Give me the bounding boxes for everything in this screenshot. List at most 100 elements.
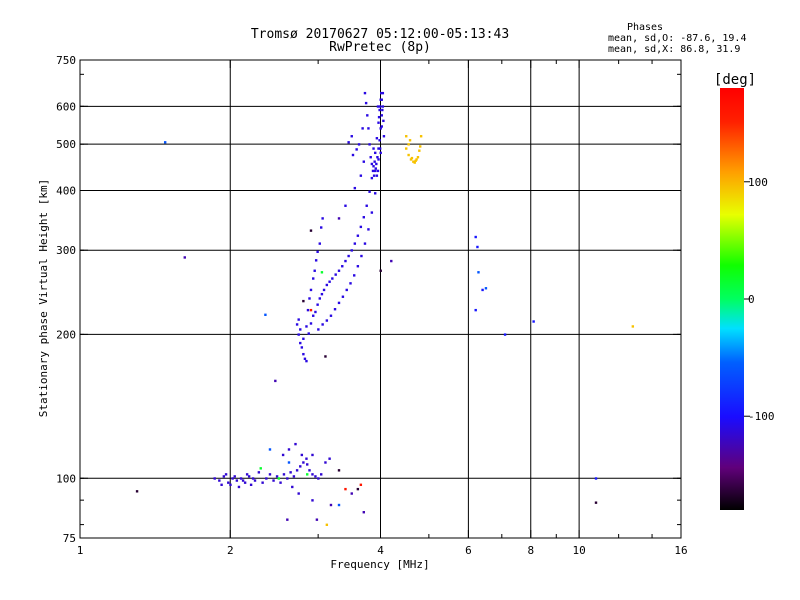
data-point [281,453,285,457]
x-axis-label: Frequency [MHz] [330,558,429,571]
data-point [363,242,367,245]
data-point [311,453,314,457]
data-point [484,287,488,290]
data-point [381,108,384,112]
data-point [316,303,319,306]
data-point [349,282,352,285]
data-point [362,511,366,514]
series-e-layer-trace [213,442,331,502]
data-point [135,490,139,493]
data-point [311,499,314,502]
data-point [261,481,264,484]
data-point [235,479,239,482]
data-point [359,225,363,229]
data-point [325,319,329,322]
data-point [249,483,253,487]
data-point [334,273,337,276]
y-tick-label: 500 [56,138,76,151]
data-point [318,242,321,245]
data-point [405,147,408,150]
data-point [375,137,379,140]
series-f-layer-trace [295,91,386,363]
data-point [360,254,363,258]
chart-subtitle: RwPretec (8p) [329,40,431,55]
data-point [377,158,380,161]
data-point [253,479,257,482]
data-point [594,477,598,480]
data-point [416,156,420,159]
data-point [381,91,385,95]
data-point [363,91,367,95]
y-tick-label: 300 [56,244,76,257]
data-point [361,127,364,130]
series-green-phase-echoes [259,271,324,480]
data-point [297,318,300,321]
data-point [289,471,292,474]
data-point [220,483,223,487]
x-tick-label: 10 [572,544,585,557]
x-tick-label: 4 [377,544,384,557]
data-point [308,297,311,300]
data-point [241,479,245,482]
data-point [370,162,374,166]
data-point [375,162,378,166]
phase-stats-x: mean, sd,X: 86.8, 31.9 [608,44,741,55]
y-axis-label: Stationary phase Virtual Height [km] [37,179,50,417]
data-point [300,453,304,457]
data-point [320,473,323,476]
data-point [243,481,247,484]
data-point [318,297,321,300]
data-point [474,235,477,239]
data-point [287,448,291,451]
data-point [247,475,251,478]
colorbar-label: [deg] [714,72,756,88]
data-point [419,135,423,138]
data-point [415,158,418,161]
colorbar-tick-label: 0 [748,293,755,306]
data-point [317,328,320,331]
data-point [381,105,385,108]
data-point [300,346,304,349]
data-point [231,477,234,480]
data-point [344,204,347,207]
data-point [341,295,345,298]
data-point [237,485,241,489]
data-point [291,485,294,489]
x-tick-label: 6 [465,544,472,557]
data-point [357,143,361,146]
data-point [279,481,282,484]
phase-stats-o: mean, sd,O: -87.6, 19.4 [608,33,747,44]
data-point [302,352,305,356]
data-point [370,211,374,214]
data-point [309,288,313,292]
data-point [229,483,232,487]
data-point [378,108,381,112]
data-point [368,190,371,193]
data-point [412,160,415,163]
data-point [359,483,363,487]
data-point [305,359,308,363]
data-point [297,492,300,495]
data-point [329,314,333,317]
data-point [314,310,317,314]
grid-lines [80,60,681,538]
data-point [227,481,230,484]
x-tick-label: 8 [527,544,534,557]
data-point [345,288,348,292]
data-point [408,139,412,142]
data-point [367,127,370,130]
data-point [222,475,226,478]
data-point [303,357,307,360]
x-tick-label: 1 [77,544,84,557]
data-point [320,271,324,274]
data-point [344,259,347,263]
data-point [317,477,320,480]
data-point [378,147,382,150]
data-point [382,119,385,123]
data-point [316,250,319,254]
data-point [302,337,305,340]
data-point [353,186,357,190]
series-positive-phase-echoes [325,135,635,527]
data-point [378,139,381,142]
